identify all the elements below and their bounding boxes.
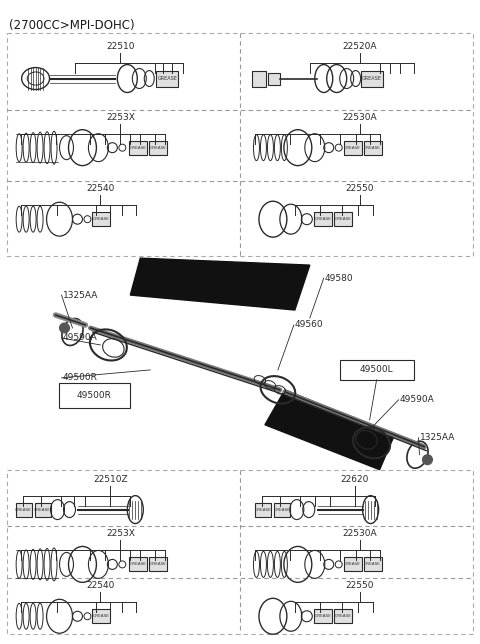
Bar: [344, 140, 361, 155]
Text: GREASE: GREASE: [150, 146, 167, 149]
Bar: [35, 502, 50, 516]
Text: 22520A: 22520A: [342, 42, 377, 51]
Bar: [16, 502, 32, 516]
Text: GREASE: GREASE: [93, 614, 110, 618]
Text: 1325AA: 1325AA: [420, 433, 455, 442]
Text: 49590A: 49590A: [62, 334, 97, 343]
Text: GREASE: GREASE: [130, 146, 147, 149]
Bar: [252, 71, 266, 86]
Text: 22530A: 22530A: [342, 113, 377, 122]
Text: 22510Z: 22510Z: [93, 475, 128, 484]
Bar: [7, 33, 473, 256]
Bar: [360, 71, 383, 86]
Text: (2700CC>MPI-DOHC): (2700CC>MPI-DOHC): [9, 19, 134, 32]
Text: 22620: 22620: [340, 475, 369, 484]
Text: 22540: 22540: [86, 582, 115, 591]
Bar: [340, 360, 415, 380]
Text: GREASE: GREASE: [362, 76, 382, 81]
Text: GREASE: GREASE: [274, 507, 290, 511]
Text: 22540: 22540: [86, 184, 115, 193]
Bar: [364, 140, 382, 155]
Text: 22530A: 22530A: [342, 529, 377, 538]
Text: GREASE: GREASE: [150, 562, 167, 567]
Bar: [334, 609, 352, 623]
Text: 49500L: 49500L: [360, 365, 394, 374]
Bar: [149, 140, 167, 155]
Text: GREASE: GREASE: [364, 562, 381, 567]
Text: 22550: 22550: [346, 582, 374, 591]
Polygon shape: [130, 258, 310, 310]
Text: 49590A: 49590A: [399, 395, 434, 404]
Bar: [129, 140, 147, 155]
Bar: [255, 502, 271, 516]
Bar: [7, 469, 473, 634]
Text: 49500R: 49500R: [62, 374, 97, 383]
Text: 2253X: 2253X: [106, 529, 135, 538]
Text: 22510: 22510: [106, 42, 134, 51]
Text: GREASE: GREASE: [344, 562, 361, 567]
Bar: [314, 609, 332, 623]
Text: GREASE: GREASE: [254, 507, 271, 511]
Bar: [334, 212, 352, 226]
Text: GREASE: GREASE: [314, 614, 331, 618]
Text: 49580: 49580: [325, 274, 353, 283]
Bar: [59, 383, 130, 408]
Text: GREASE: GREASE: [334, 614, 351, 618]
Text: GREASE: GREASE: [334, 217, 351, 221]
Bar: [364, 558, 382, 571]
Text: GREASE: GREASE: [15, 507, 32, 511]
Text: 49560: 49560: [295, 321, 324, 330]
Bar: [274, 502, 290, 516]
Bar: [149, 558, 167, 571]
Text: GREASE: GREASE: [34, 507, 51, 511]
Bar: [129, 558, 147, 571]
Text: GREASE: GREASE: [314, 217, 331, 221]
Text: 49500R: 49500R: [77, 392, 112, 401]
Circle shape: [60, 323, 70, 333]
Text: 2253X: 2253X: [106, 113, 135, 122]
Bar: [93, 609, 110, 623]
Bar: [156, 71, 178, 86]
Bar: [344, 558, 361, 571]
Text: GREASE: GREASE: [157, 76, 177, 81]
Circle shape: [422, 455, 432, 465]
Bar: [314, 212, 332, 226]
Text: GREASE: GREASE: [364, 146, 381, 149]
Polygon shape: [265, 390, 395, 469]
Text: 22550: 22550: [346, 184, 374, 193]
Text: 1325AA: 1325AA: [62, 290, 98, 299]
Bar: [268, 73, 280, 84]
Text: GREASE: GREASE: [344, 146, 361, 149]
Text: GREASE: GREASE: [130, 562, 147, 567]
Bar: [93, 212, 110, 226]
Text: GREASE: GREASE: [93, 217, 110, 221]
